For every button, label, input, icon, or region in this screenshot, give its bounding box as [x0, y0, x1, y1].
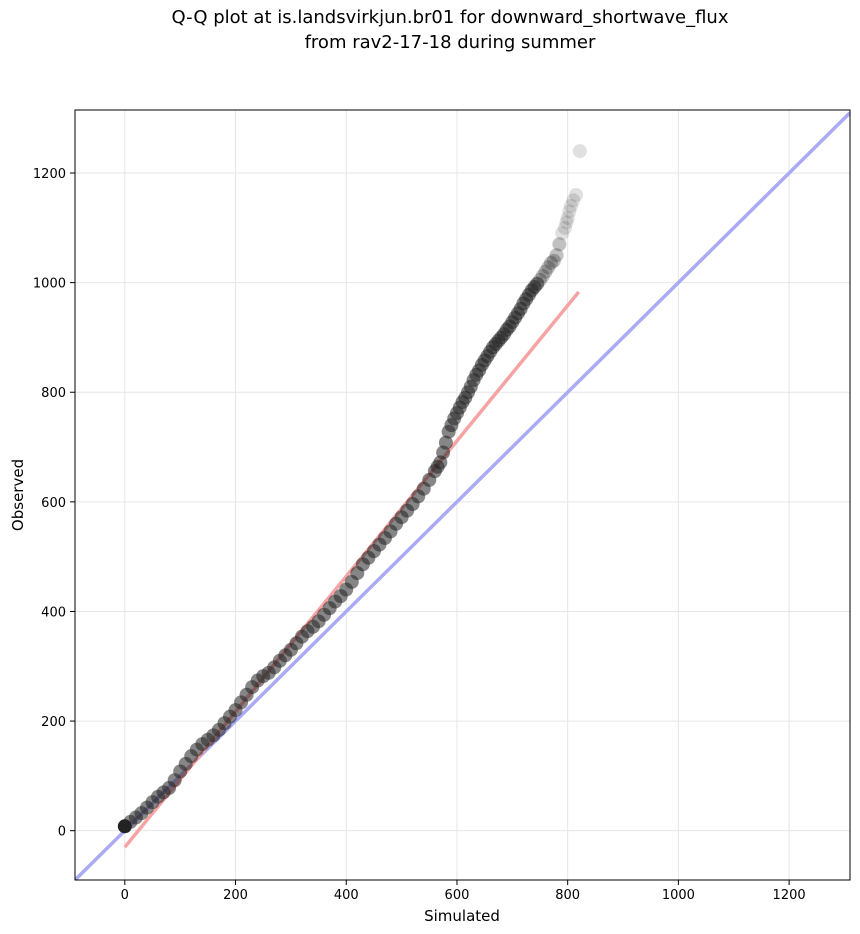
x-tick-label: 1200	[773, 888, 806, 903]
chart-title-line-2: from rav2-17-18 during summer	[304, 32, 596, 53]
x-tick-label: 1000	[662, 888, 695, 903]
y-axis-label: Observed	[9, 459, 27, 531]
qq-point	[541, 260, 556, 275]
y-tick-label: 200	[41, 715, 66, 730]
qq-point	[555, 226, 570, 241]
qq-point	[533, 272, 547, 287]
qq-point	[538, 264, 553, 279]
qq-point	[566, 193, 581, 208]
y-tick-label: 1200	[33, 167, 66, 182]
qq-point	[535, 269, 550, 284]
qq-point	[568, 187, 583, 202]
qq-point	[557, 220, 572, 235]
chart-title-line-1: Q-Q plot at is.landsvirkjun.br01 for dow…	[171, 7, 729, 28]
qq-point	[572, 144, 587, 159]
y-tick-label: 600	[41, 496, 66, 511]
y-tick-label: 400	[41, 605, 66, 620]
x-axis-label: Simulated	[424, 907, 500, 925]
grid-lines	[75, 110, 850, 880]
y-tick-label: 800	[41, 386, 66, 401]
x-tick-label: 800	[555, 888, 580, 903]
qq-point	[564, 198, 578, 213]
x-tick-label: 200	[223, 888, 248, 903]
qq-point	[530, 276, 545, 291]
x-tick-label: 600	[445, 888, 470, 903]
qq-point	[549, 248, 564, 263]
x-tick-label: 0	[121, 888, 129, 903]
x-tick-label: 400	[334, 888, 359, 903]
plot-frame	[74, 109, 851, 881]
y-tick-label: 1000	[33, 277, 66, 292]
qq-point	[559, 215, 574, 230]
qq-point	[544, 255, 559, 270]
qq-point	[552, 237, 567, 252]
axis-ticks: 0 200 400 600 800 1000 1200 0 200 400 600 800 1000 12…	[33, 167, 806, 903]
qq-point	[546, 253, 561, 268]
y-tick-label: 0	[58, 825, 66, 840]
scatter-points	[117, 144, 587, 834]
qq-point	[438, 435, 453, 450]
qq-point	[562, 204, 577, 219]
qq-point	[560, 210, 575, 225]
